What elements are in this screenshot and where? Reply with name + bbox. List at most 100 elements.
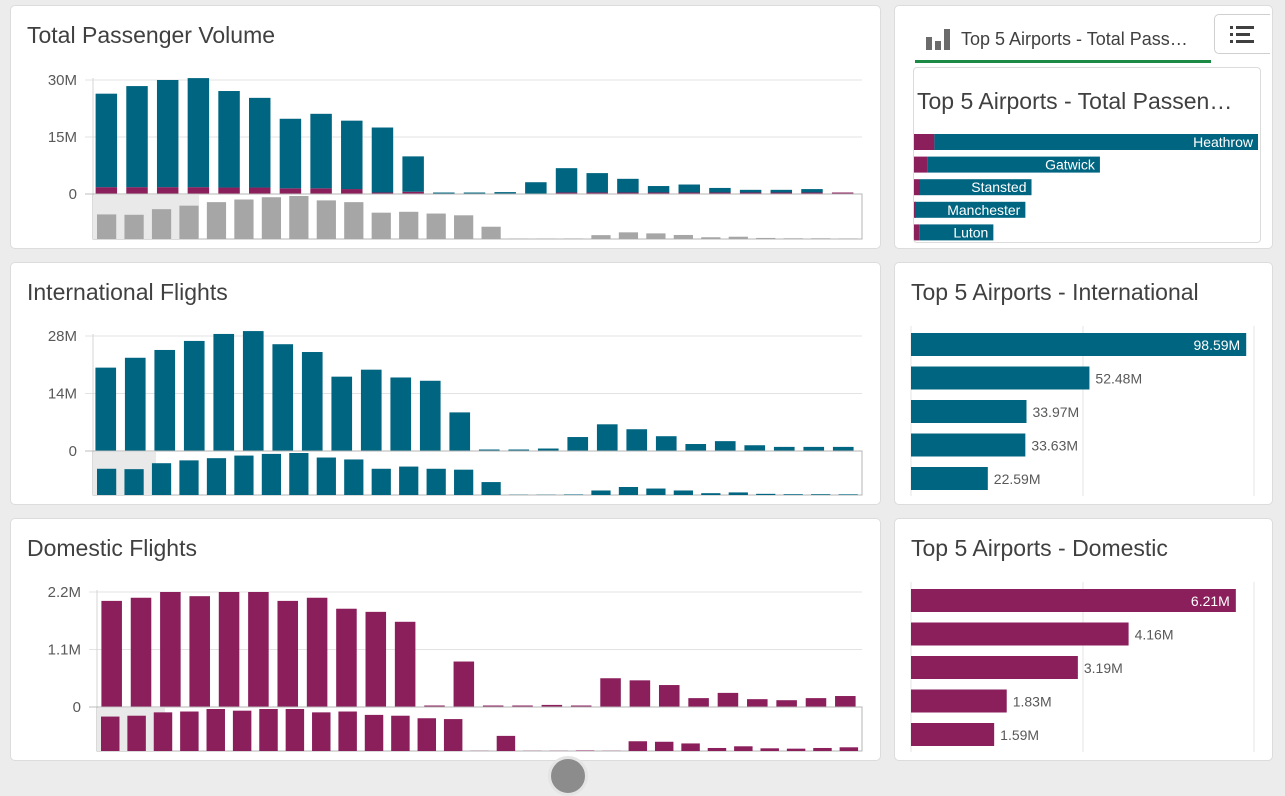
bar [96, 187, 117, 194]
navigator-bar [655, 742, 673, 751]
navigator-bar [591, 490, 610, 495]
navigator-bar [152, 463, 171, 495]
navigator-bar [482, 227, 501, 239]
navigator-bar [127, 716, 145, 751]
navigator-bar [708, 748, 726, 751]
navigator-bar [454, 215, 473, 239]
value-label: 4.16M [1135, 627, 1174, 643]
bar [395, 622, 416, 707]
navigator-bar [286, 709, 304, 751]
navigator-bar [179, 460, 198, 495]
list-menu-button[interactable] [1214, 14, 1270, 54]
bar [302, 352, 323, 451]
bar [218, 188, 239, 194]
y-tick-label: 30M [48, 72, 77, 89]
navigator-bar [839, 494, 858, 495]
navigator-bar [344, 202, 363, 239]
bar [101, 601, 122, 707]
bar [525, 182, 546, 194]
navigator-bar [418, 718, 436, 751]
navigator-bar [564, 494, 583, 495]
navigator-bar [760, 748, 778, 751]
navigator-bar [317, 200, 336, 239]
navigator-bar [207, 202, 226, 239]
navigator-bar [234, 200, 253, 239]
bar [597, 424, 618, 451]
bar [656, 436, 677, 451]
bar [801, 189, 822, 192]
bar [95, 368, 116, 451]
navigator-bar [344, 459, 363, 495]
bar [390, 377, 411, 451]
navigator-bar [124, 215, 143, 239]
list-icon [1230, 25, 1256, 45]
navigator-bar [787, 749, 805, 751]
bar [188, 78, 209, 187]
value-label: 33.63M [1031, 438, 1078, 454]
value-label: 6.21M [1191, 593, 1230, 609]
navigator-bar [497, 736, 515, 751]
navigator-bar [813, 748, 831, 751]
navigator-bar [179, 206, 198, 239]
category-label: Manchester [947, 202, 1020, 218]
navigator-bar [646, 489, 665, 495]
navigator-bar [674, 235, 693, 239]
bar [806, 698, 827, 707]
bar [280, 119, 301, 189]
domestic-flights-chart[interactable]: 2.2M1.1M0 [11, 519, 881, 761]
bar [96, 94, 117, 187]
navigator-bar [338, 712, 356, 751]
y-tick-label: 1.1M [48, 642, 81, 659]
bar [366, 612, 387, 707]
navigator-bar [372, 469, 391, 495]
navigator-bar [391, 716, 409, 751]
tab-top5-total[interactable]: Top 5 Airports - Total Pass… [915, 16, 1211, 63]
bar [336, 609, 357, 707]
navigator-bar [289, 453, 308, 495]
bar [911, 690, 1007, 713]
bar [249, 98, 270, 188]
scroll-handle[interactable] [548, 756, 588, 796]
bar [307, 598, 328, 707]
bar [154, 350, 175, 451]
bar [157, 187, 178, 194]
bar [218, 91, 239, 188]
bar [600, 678, 621, 707]
navigator-bar [233, 711, 251, 751]
navigator-bar [646, 233, 665, 239]
bar [454, 662, 475, 707]
navigator-bar [729, 237, 748, 239]
navigator-bar [399, 467, 418, 495]
navigator-bar [591, 235, 610, 239]
navigator-bar [262, 454, 281, 495]
y-tick-label: 15M [48, 129, 77, 146]
bar [688, 698, 709, 707]
bar [617, 179, 638, 193]
bar [586, 173, 607, 192]
bar [740, 190, 761, 193]
bar [449, 412, 470, 451]
navigator-bar [619, 232, 638, 239]
navigator-bar [207, 458, 226, 495]
value-label: 52.48M [1095, 371, 1142, 387]
navigator-bar [234, 456, 253, 495]
navigator-bar [427, 214, 446, 239]
bar [188, 187, 209, 194]
bar-chart-icon [925, 28, 951, 55]
navigator-bar [444, 719, 462, 751]
navigator-bar [97, 214, 116, 239]
bar [771, 190, 792, 193]
bar [685, 444, 706, 451]
bar [372, 128, 393, 193]
bar [341, 121, 362, 189]
bar [272, 344, 293, 451]
y-tick-label: 0 [69, 443, 77, 460]
navigator-bar [365, 715, 383, 751]
navigator-bar [734, 746, 752, 751]
